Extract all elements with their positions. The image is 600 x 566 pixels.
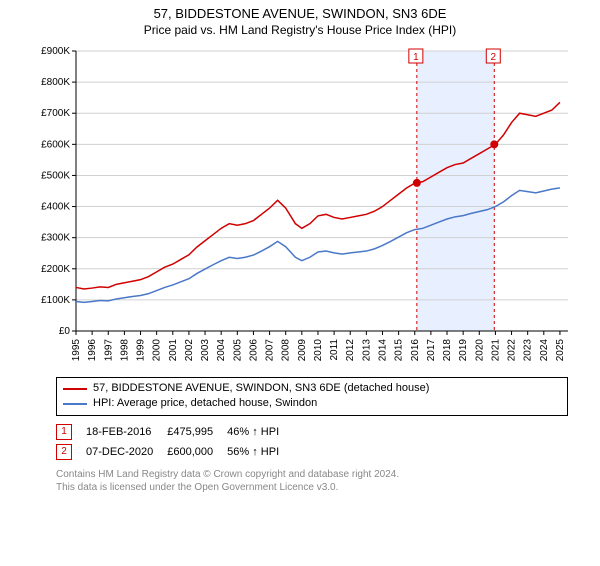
- svg-text:£0: £0: [59, 326, 71, 337]
- svg-text:1995: 1995: [71, 339, 82, 362]
- svg-text:2007: 2007: [265, 339, 276, 362]
- svg-text:2004: 2004: [216, 339, 227, 362]
- price-chart: £0 £100K £200K £300K £400K £500K £600K £700K £80…: [20, 41, 580, 371]
- sale-date: 07-DEC-2020: [86, 442, 167, 462]
- legend-row: HPI: Average price, detached house, Swin…: [63, 396, 561, 411]
- sale-date: 18-FEB-2016: [86, 422, 167, 442]
- svg-text:£100K: £100K: [41, 295, 70, 306]
- svg-text:2019: 2019: [458, 339, 469, 362]
- svg-text:1998: 1998: [119, 339, 130, 362]
- sale-marker: 1: [56, 424, 72, 440]
- svg-text:2020: 2020: [474, 339, 485, 362]
- svg-text:2023: 2023: [523, 339, 534, 362]
- sales-table: 1 18-FEB-2016£475,99546% ↑ HPI 2 07-DEC-202…: [56, 422, 293, 462]
- svg-text:2012: 2012: [345, 339, 356, 362]
- svg-text:2: 2: [490, 52, 496, 63]
- svg-text:£600K: £600K: [41, 139, 70, 150]
- svg-text:£500K: £500K: [41, 170, 70, 181]
- svg-text:2017: 2017: [426, 339, 437, 362]
- svg-text:2024: 2024: [539, 339, 550, 362]
- attribution-line1: Contains HM Land Registry data © Crown c…: [56, 468, 568, 481]
- svg-text:2011: 2011: [329, 339, 340, 361]
- svg-text:2000: 2000: [152, 339, 163, 362]
- svg-text:1997: 1997: [103, 339, 114, 362]
- legend-label: 57, BIDDESTONE AVENUE, SWINDON, SN3 6DE …: [93, 381, 429, 396]
- svg-text:£200K: £200K: [41, 264, 70, 275]
- sale-marker: 2: [56, 444, 72, 460]
- page-title: 57, BIDDESTONE AVENUE, SWINDON, SN3 6DE: [0, 6, 600, 21]
- svg-text:2014: 2014: [377, 339, 388, 362]
- table-row: 2 07-DEC-2020£600,00056% ↑ HPI: [56, 442, 293, 462]
- sale-price: £600,000: [167, 442, 227, 462]
- legend: 57, BIDDESTONE AVENUE, SWINDON, SN3 6DE …: [56, 377, 568, 416]
- svg-text:2009: 2009: [297, 339, 308, 362]
- sale-diff: 56% ↑ HPI: [227, 442, 293, 462]
- svg-text:2015: 2015: [394, 339, 405, 362]
- legend-row: 57, BIDDESTONE AVENUE, SWINDON, SN3 6DE …: [63, 381, 561, 396]
- svg-text:2018: 2018: [442, 339, 453, 362]
- svg-text:2003: 2003: [200, 339, 211, 362]
- svg-text:£300K: £300K: [41, 233, 70, 244]
- svg-text:2008: 2008: [281, 339, 292, 362]
- svg-text:2021: 2021: [490, 339, 501, 362]
- legend-swatch: [63, 403, 87, 405]
- svg-text:£700K: £700K: [41, 108, 70, 119]
- svg-text:£400K: £400K: [41, 202, 70, 213]
- table-row: 1 18-FEB-2016£475,99546% ↑ HPI: [56, 422, 293, 442]
- legend-swatch: [63, 388, 87, 390]
- svg-text:£800K: £800K: [41, 77, 70, 88]
- sale-diff: 46% ↑ HPI: [227, 422, 293, 442]
- svg-text:1996: 1996: [87, 339, 98, 362]
- page-subtitle: Price paid vs. HM Land Registry's House …: [0, 23, 600, 37]
- svg-text:2025: 2025: [555, 339, 566, 362]
- attribution-line2: This data is licensed under the Open Gov…: [56, 481, 568, 494]
- svg-text:2016: 2016: [410, 339, 421, 362]
- svg-text:2013: 2013: [361, 339, 372, 362]
- svg-text:1999: 1999: [136, 339, 147, 362]
- svg-text:2022: 2022: [507, 339, 518, 362]
- attribution: Contains HM Land Registry data © Crown c…: [56, 468, 568, 494]
- svg-text:2006: 2006: [248, 339, 259, 362]
- svg-text:2010: 2010: [313, 339, 324, 362]
- svg-text:1: 1: [413, 52, 419, 63]
- sale-price: £475,995: [167, 422, 227, 442]
- svg-text:2001: 2001: [168, 339, 179, 362]
- svg-text:2005: 2005: [232, 339, 243, 362]
- legend-label: HPI: Average price, detached house, Swin…: [93, 396, 317, 411]
- svg-text:2002: 2002: [184, 339, 195, 362]
- svg-text:£900K: £900K: [41, 46, 70, 57]
